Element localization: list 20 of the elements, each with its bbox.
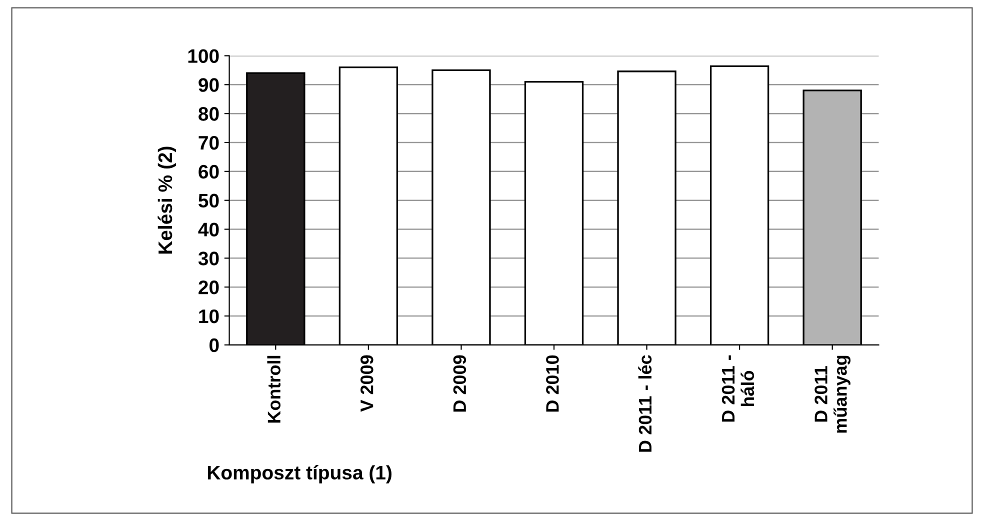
y-tick-label: 20 [198, 280, 219, 294]
y-tick-label: 0 [210, 338, 219, 352]
y-tick-label: 70 [198, 136, 219, 150]
x-tick-label: D 2009 [453, 355, 466, 412]
x-tick-label: D 2010 [546, 355, 559, 412]
y-tick-label: 90 [198, 78, 219, 92]
x-tick-label: D 2011 műanyag [814, 356, 851, 433]
y-tick-label: 30 [198, 252, 219, 266]
x-tick-label: D 2011 - háló [722, 355, 754, 422]
x-axis-title: Komposzt típusa (1) [208, 465, 392, 484]
y-axis-title: Kelési % (2) [158, 146, 176, 254]
y-tick-label: 100 [188, 49, 219, 63]
y-tick-label: 60 [198, 164, 219, 179]
y-tick-label: 80 [198, 107, 219, 121]
x-tick-label: Kontroll [267, 356, 281, 423]
y-tick-label: 10 [199, 309, 219, 324]
y-tick-label: 40 [198, 222, 219, 236]
x-tick-label: D 2011 - léc [638, 355, 652, 452]
y-tick-label: 50 [198, 194, 219, 208]
x-tick-label: V 2009 [360, 355, 374, 412]
